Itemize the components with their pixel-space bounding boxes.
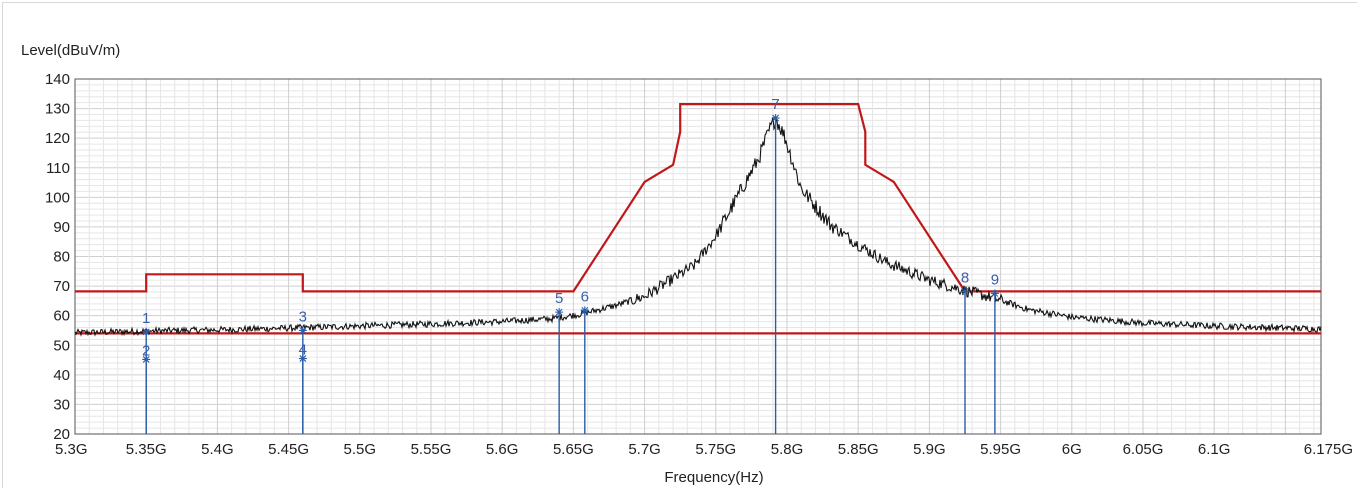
y-tick-label: 130 — [45, 101, 70, 118]
x-tick-label: 5.55G — [411, 441, 452, 458]
marker-3-symbol — [299, 326, 307, 334]
marker-5-symbol — [555, 308, 563, 316]
y-tick-label: 40 — [53, 367, 70, 384]
y-tick-label: 60 — [53, 308, 70, 325]
y-tick-label: 80 — [53, 249, 70, 266]
x-tick-label: 5.9G — [913, 441, 946, 458]
x-axis-title: Frequency(Hz) — [664, 469, 763, 486]
x-tick-label: 5.5G — [344, 441, 377, 458]
marker-9-symbol — [991, 289, 999, 297]
marker-2-label: 2 — [142, 342, 150, 359]
marker-7-symbol — [772, 114, 780, 122]
y-tick-label: 50 — [53, 337, 70, 354]
x-tick-label: 5.75G — [695, 441, 736, 458]
marker-6-symbol — [581, 306, 589, 314]
marker-7-label: 7 — [771, 96, 779, 113]
marker-6-label: 6 — [581, 288, 589, 305]
marker-3-label: 3 — [299, 308, 307, 325]
x-tick-label: 5.7G — [628, 441, 661, 458]
x-tick-label: 6.175G — [1304, 441, 1353, 458]
marker-1-label: 1 — [142, 310, 150, 327]
x-tick-label: 5.3G — [55, 441, 88, 458]
grid — [75, 79, 1321, 434]
y-tick-label: 120 — [45, 130, 70, 147]
x-tick-label: 5.6G — [486, 441, 519, 458]
x-tick-label: 5.65G — [553, 441, 594, 458]
y-tick-label: 90 — [53, 219, 70, 236]
y-tick-label: 110 — [46, 160, 70, 177]
x-tick-label: 6G — [1062, 441, 1082, 458]
marker-8-label: 8 — [961, 269, 969, 286]
x-tick-label: 6.1G — [1198, 441, 1231, 458]
x-tick-label: 5.95G — [980, 441, 1021, 458]
x-tick-label: 5.35G — [126, 441, 167, 458]
marker-8-symbol — [961, 287, 969, 295]
marker-1-symbol — [142, 328, 150, 336]
y-tick-label: 30 — [53, 396, 70, 413]
x-tick-label: 6.05G — [1123, 441, 1164, 458]
y-tick-label: 100 — [45, 189, 70, 206]
x-tick-label: 5.45G — [268, 441, 309, 458]
x-tick-label: 5.4G — [201, 441, 234, 458]
y-axis-title: Level(dBuV/m) — [21, 42, 120, 59]
marker-9-label: 9 — [991, 271, 999, 288]
x-tick-label: 5.8G — [771, 441, 804, 458]
y-tick-label: 140 — [45, 71, 70, 88]
x-tick-label: 5.85G — [838, 441, 879, 458]
marker-4-label: 4 — [299, 342, 307, 359]
marker-5-label: 5 — [555, 290, 563, 307]
y-tick-label: 70 — [53, 278, 70, 295]
